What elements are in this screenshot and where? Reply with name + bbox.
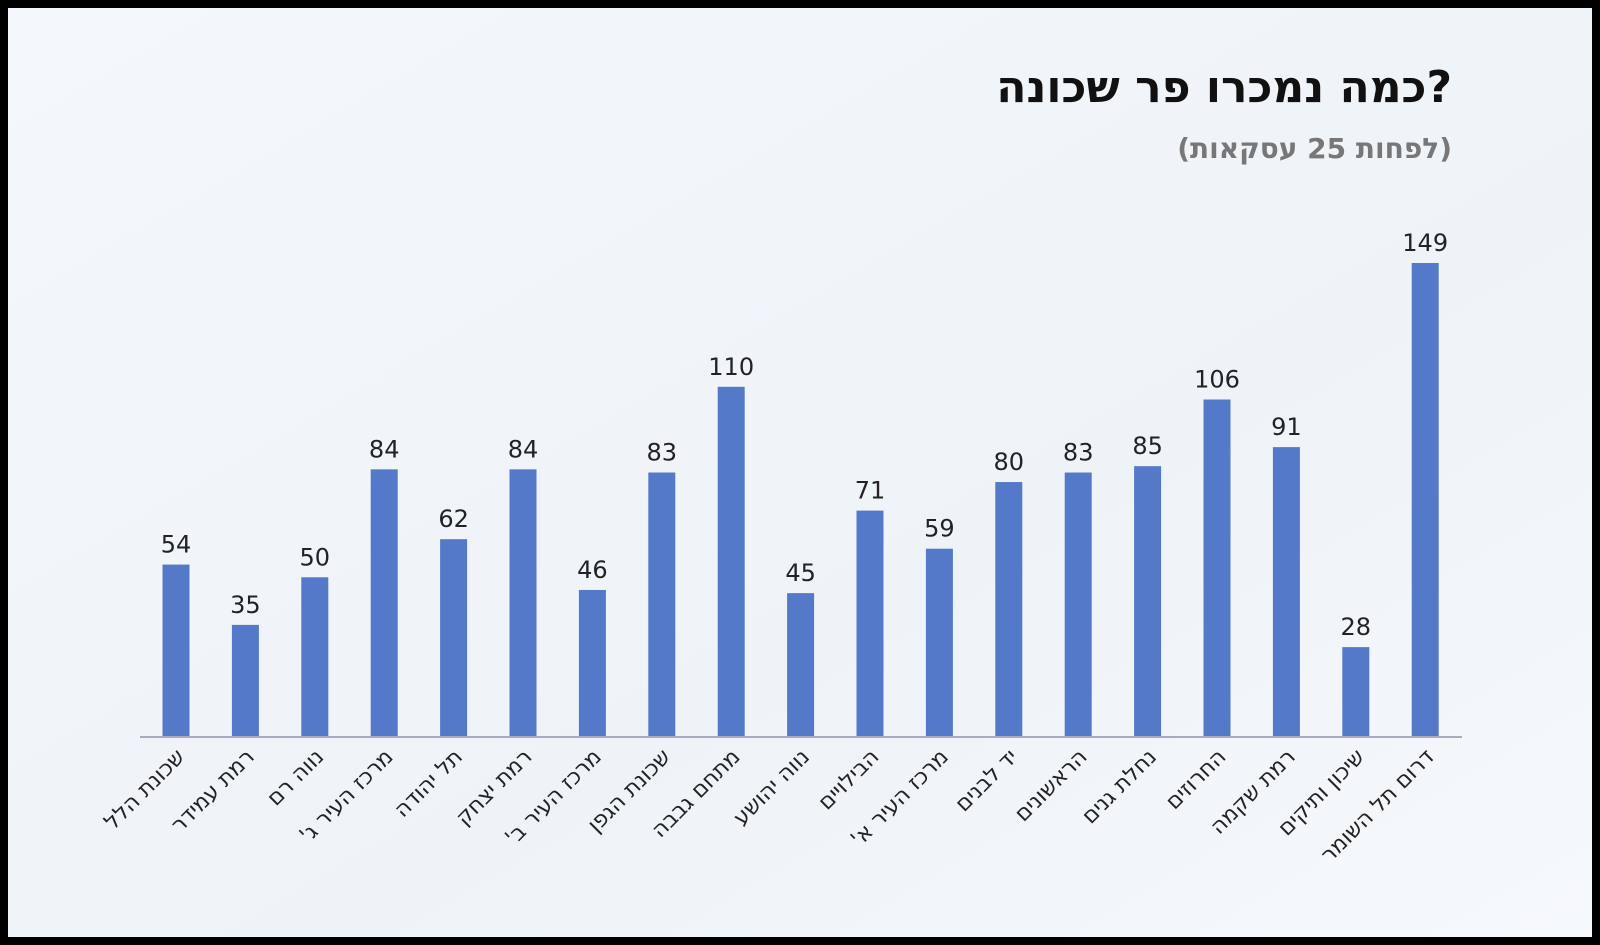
chart-subtitle: (לפחות 25 עסקאות): [1177, 132, 1452, 165]
bar: [578, 589, 606, 736]
bar: [370, 469, 398, 736]
data-label: 46: [577, 556, 608, 584]
bar: [440, 539, 468, 736]
data-label: 83: [1063, 439, 1094, 467]
data-label: 62: [438, 505, 469, 533]
data-label: 84: [369, 435, 400, 463]
data-label: 83: [647, 439, 678, 467]
bar: [995, 482, 1023, 736]
chart-title: כמה נמכרו פר שכונה?: [996, 62, 1452, 113]
data-label: 91: [1271, 413, 1302, 441]
data-label: 84: [508, 435, 539, 463]
bar: [509, 469, 537, 736]
bar: [717, 386, 745, 736]
data-label: 71: [855, 477, 886, 505]
bar: [1134, 466, 1162, 736]
data-label: 59: [924, 515, 955, 543]
data-label: 28: [1341, 613, 1372, 641]
bar: [856, 510, 884, 736]
bar: [925, 548, 953, 736]
data-label: 85: [1132, 432, 1163, 460]
data-label: 80: [994, 448, 1025, 476]
data-label: 110: [708, 353, 754, 381]
bar: [1411, 263, 1439, 736]
data-label: 106: [1194, 366, 1240, 394]
bar: [301, 577, 329, 736]
bar: [1064, 472, 1092, 736]
bar: [1342, 647, 1370, 736]
bar: [648, 472, 676, 736]
bar: [1272, 447, 1300, 736]
bar: [231, 624, 259, 736]
data-label: 54: [161, 531, 192, 559]
data-label: 35: [230, 591, 261, 619]
bar: [787, 593, 815, 736]
bar: [162, 564, 190, 736]
data-label: 45: [785, 559, 816, 587]
bar: [1203, 399, 1231, 736]
data-label: 149: [1402, 229, 1448, 257]
data-label: 50: [300, 543, 331, 571]
